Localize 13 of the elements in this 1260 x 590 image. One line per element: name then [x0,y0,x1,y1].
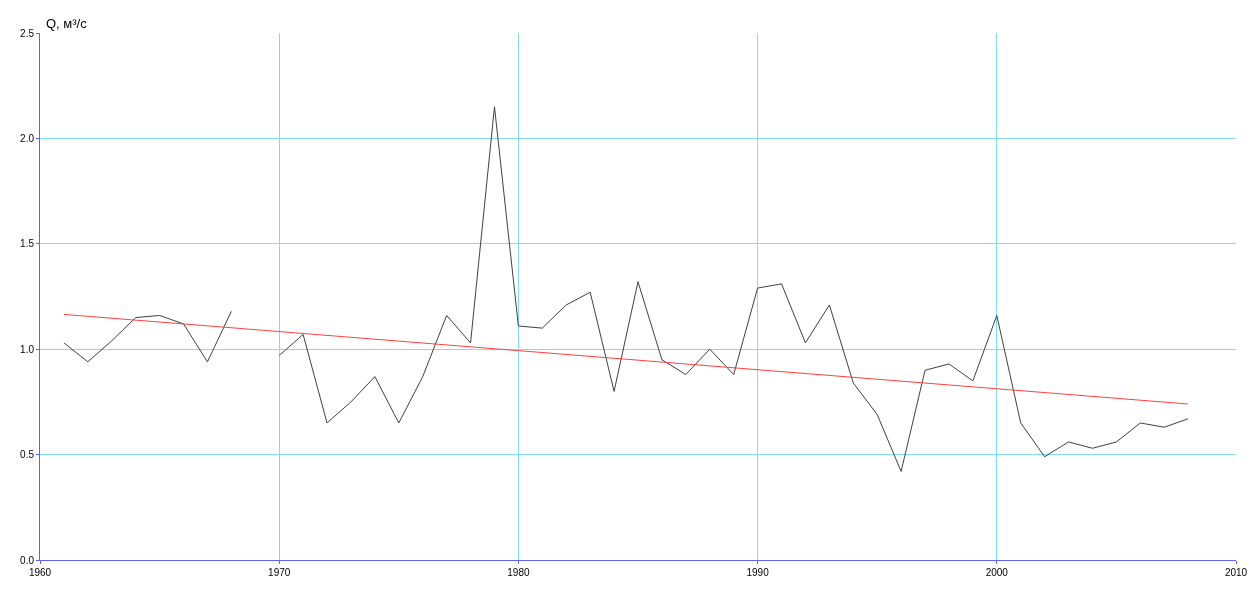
y-tick-label: 0.0 [20,554,35,566]
x-tick-label: 2010 [1224,567,1248,578]
y-tick-label: 2.5 [20,27,35,39]
x-tick-label: 1960 [28,567,52,578]
y-axis-title: Q, м³/с [46,16,88,31]
y-tick-label: 1.0 [20,343,35,355]
x-tick-label: 2000 [985,567,1009,578]
x-tick-label: 1990 [746,567,770,578]
y-tick-label: 0.5 [20,449,35,461]
x-tick-label: 1980 [507,567,530,578]
y-tick-label: 2.0 [20,132,35,144]
x-tick-label: 1970 [268,567,291,578]
y-tick-label: 1.5 [20,238,35,250]
